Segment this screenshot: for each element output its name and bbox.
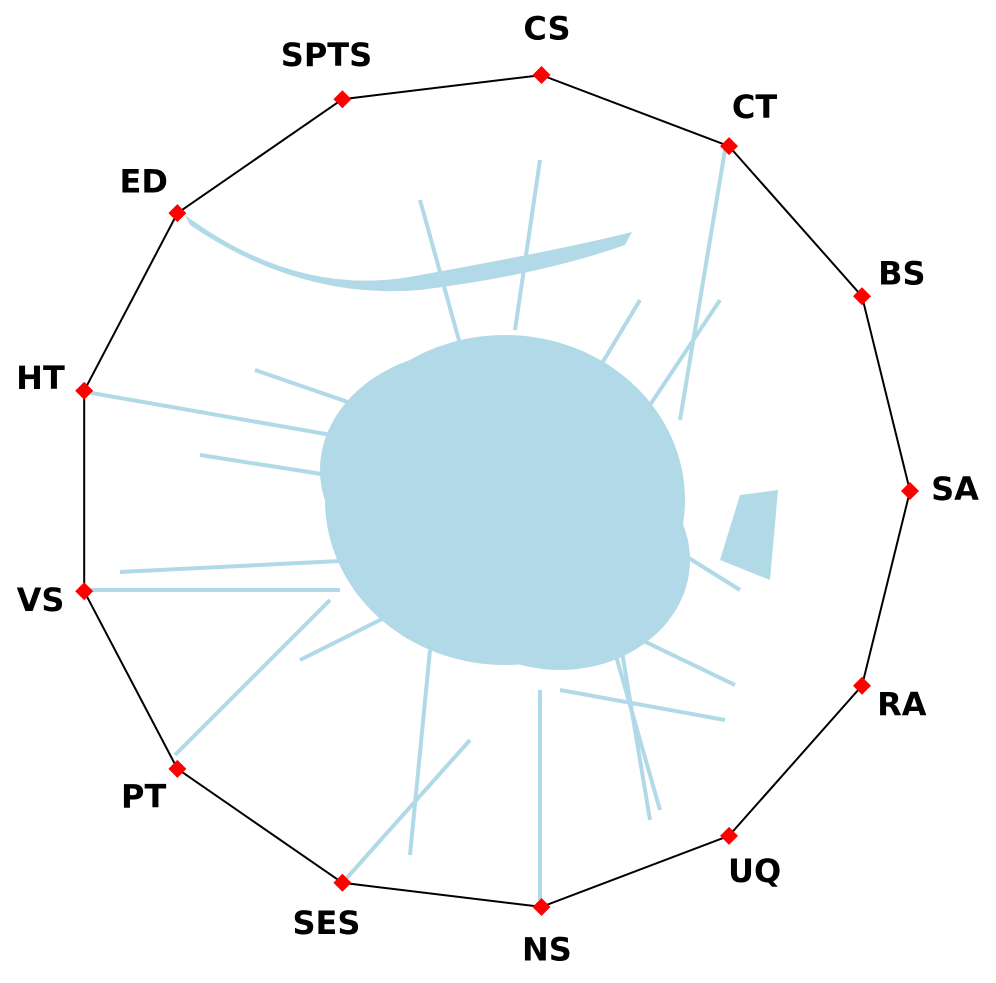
anchor-marker [720, 137, 739, 156]
anchor-label: UQ [728, 852, 781, 890]
anchor-label: PT [121, 778, 166, 816]
anchor-marker [532, 66, 551, 85]
anchor-marker [333, 873, 352, 892]
anchor-marker [532, 897, 551, 916]
point-cloud [85, 149, 778, 900]
anchor-label: CT [732, 88, 777, 126]
anchor-label: SPTS [281, 36, 372, 74]
anchor-label: NS [522, 931, 572, 969]
anchor-marker [901, 482, 919, 500]
anchor-label: SA [931, 470, 979, 508]
anchor-label: HT [16, 359, 65, 397]
anchor-marker [853, 287, 872, 306]
anchor-label: ED [119, 162, 167, 200]
anchor-label: RA [877, 686, 927, 724]
anchor-marker [720, 826, 739, 845]
anchor-marker [333, 90, 352, 109]
anchor-outline [83, 74, 912, 908]
anchor-marker [168, 759, 187, 778]
anchor-marker [853, 676, 872, 695]
anchor-label: CS [523, 9, 570, 47]
anchor-marker [168, 204, 187, 223]
anchor-marker [75, 582, 94, 601]
anchor-label: SES [292, 904, 360, 942]
anchor-label: BS [878, 254, 925, 292]
anchor-marker [75, 381, 94, 400]
anchor-label: VS [17, 581, 65, 619]
